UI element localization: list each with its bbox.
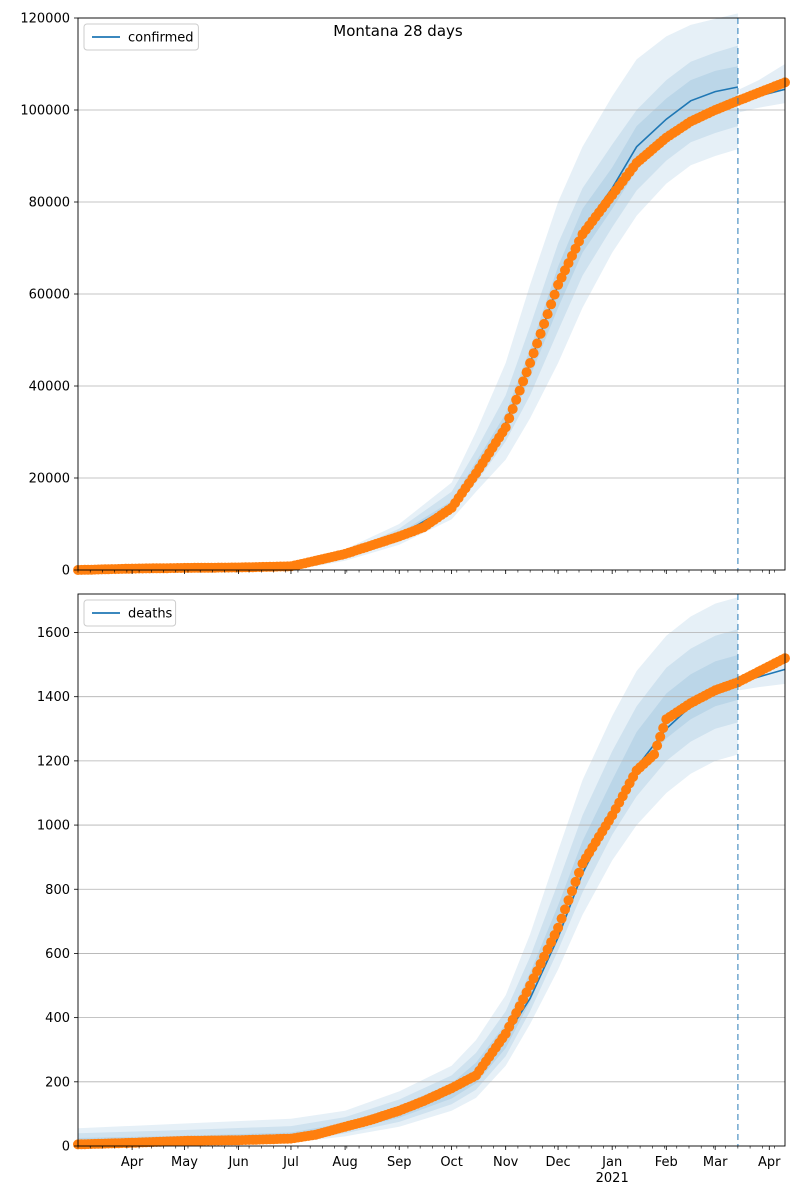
confirmed-panel: 0 20000 40000 60000 80000 100000 120000 confir… bbox=[20, 12, 790, 579]
confirmed-band-middle bbox=[78, 45, 738, 571]
deaths-x-tick-label: Apr bbox=[121, 1155, 144, 1170]
deaths-observed-point bbox=[658, 723, 669, 733]
deaths-axes: 0 200 400 600 800 1000 1200 1400 1600 Apr May Jun Ju… bbox=[37, 593, 786, 1186]
confirmed-gridlines bbox=[78, 17, 785, 479]
deaths-observed-point bbox=[570, 876, 581, 887]
deaths-band-outer bbox=[78, 597, 738, 1146]
deaths-observed-point bbox=[563, 895, 574, 906]
confirmed-axes: 0 20000 40000 60000 80000 100000 120000 bbox=[20, 12, 786, 579]
deaths-y-tick-label: 1600 bbox=[37, 626, 70, 641]
confirmed-observed-point bbox=[542, 309, 553, 320]
confirmed-legend-label: confirmed bbox=[128, 31, 194, 46]
confirmed-observed-point bbox=[528, 348, 539, 359]
confirmed-frame bbox=[77, 17, 786, 571]
deaths-x-tick-label: Feb bbox=[655, 1155, 678, 1170]
confirmed-observed-point bbox=[525, 358, 536, 368]
confirmed-observed-point bbox=[507, 404, 518, 414]
deaths-band-forecast bbox=[739, 664, 785, 691]
confirmed-legend: confirmed bbox=[83, 23, 199, 51]
confirmed-observed-point bbox=[518, 376, 529, 387]
deaths-observed-point bbox=[652, 740, 663, 751]
deaths-observed-point bbox=[560, 904, 570, 915]
deaths-x-tick-label: Jan bbox=[601, 1155, 622, 1170]
confirmed-y-tick-label: 0 bbox=[62, 564, 70, 579]
confirmed-y-tick-label: 80000 bbox=[29, 196, 70, 211]
confirmed-y-tick-label: 120000 bbox=[20, 12, 70, 27]
confirmed-observed-point bbox=[546, 299, 557, 310]
deaths-legend: deaths bbox=[83, 599, 177, 627]
confirmed-observed-point bbox=[511, 394, 522, 405]
deaths-y-tick-label: 0 bbox=[62, 1140, 70, 1155]
confirmed-y-tick-label: 20000 bbox=[29, 472, 70, 487]
deaths-x-year-label: 2021 bbox=[596, 1171, 629, 1186]
figure-title: Montana 28 days bbox=[333, 22, 463, 40]
deaths-observed-point bbox=[574, 867, 584, 878]
deaths-y-tick-label: 800 bbox=[45, 883, 70, 898]
deaths-observed-point bbox=[567, 886, 577, 897]
deaths-x-tick-label: Sep bbox=[387, 1155, 412, 1170]
deaths-y-tick-label: 1400 bbox=[37, 690, 70, 705]
confirmed-band-outer bbox=[78, 13, 738, 570]
confirmed-y-tick-label: 40000 bbox=[29, 380, 70, 395]
deaths-x-tick-label: Jun bbox=[227, 1155, 248, 1170]
confirmed-y-tick-label: 100000 bbox=[20, 104, 70, 119]
deaths-legend-label: deaths bbox=[128, 607, 173, 622]
confirmed-observed-point bbox=[500, 422, 511, 433]
deaths-x-tick-label: Apr bbox=[758, 1155, 781, 1170]
confirmed-y-tick-label: 60000 bbox=[29, 288, 70, 303]
confirmed-band-inner bbox=[78, 66, 738, 571]
deaths-y-tick-label: 200 bbox=[45, 1075, 70, 1090]
deaths-x-tick-label: Oct bbox=[440, 1155, 462, 1170]
confirmed-observed-point bbox=[549, 289, 560, 300]
deaths-uncertainty-bands bbox=[78, 597, 785, 1146]
deaths-x-tick-label: Aug bbox=[332, 1155, 357, 1170]
deaths-y-tick-label: 400 bbox=[45, 1011, 70, 1026]
deaths-gridlines bbox=[78, 632, 785, 1083]
deaths-observed-point bbox=[655, 731, 666, 742]
deaths-x-tick-label: Dec bbox=[545, 1155, 570, 1170]
confirmed-legend-box bbox=[83, 23, 199, 51]
confirmed-observed-point bbox=[514, 385, 525, 396]
deaths-y-tick-label: 1200 bbox=[37, 754, 70, 769]
deaths-observed-point bbox=[556, 913, 567, 924]
deaths-x-tick-label: Jul bbox=[282, 1155, 299, 1170]
confirmed-observed-point bbox=[504, 413, 515, 424]
deaths-y-tick-label: 600 bbox=[45, 947, 70, 962]
deaths-band-inner bbox=[78, 655, 738, 1146]
deaths-frame bbox=[77, 593, 786, 1147]
deaths-observed-point bbox=[649, 749, 660, 760]
confirmed-observed-point bbox=[521, 367, 532, 378]
confirmed-series bbox=[73, 18, 790, 575]
deaths-x-tick-label: May bbox=[171, 1155, 198, 1170]
deaths-legend-box bbox=[83, 599, 177, 627]
confirmed-observed-point bbox=[539, 318, 550, 329]
deaths-series bbox=[73, 594, 790, 1150]
confirmed-uncertainty-bands bbox=[78, 13, 785, 571]
deaths-x-tick-label: Nov bbox=[493, 1155, 519, 1170]
deaths-band-middle bbox=[78, 629, 738, 1146]
confirmed-observed-point bbox=[532, 338, 543, 349]
deaths-x-tick-label: Mar bbox=[703, 1155, 728, 1170]
deaths-panel: 0 200 400 600 800 1000 1200 1400 1600 Apr May Jun Ju… bbox=[37, 593, 790, 1186]
deaths-observed-point bbox=[553, 922, 564, 933]
confirmed-observed-point bbox=[535, 328, 546, 339]
deaths-y-tick-label: 1000 bbox=[37, 819, 70, 834]
